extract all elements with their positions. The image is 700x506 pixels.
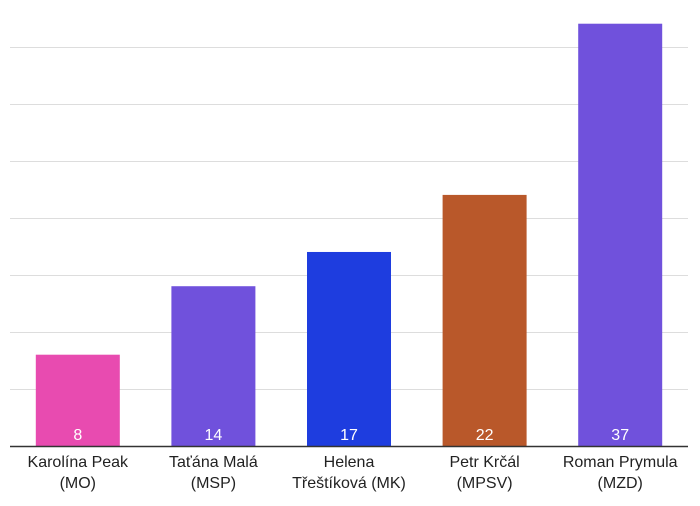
category-label-line: (MPSV) [457, 475, 513, 492]
value-labels: 8 14 17 22 37 [73, 427, 629, 444]
bar [171, 286, 256, 446]
category-label-line: Taťána Malá [169, 454, 258, 471]
category-label-line: Třeštíková (MK) [292, 475, 406, 492]
category-label-line: Karolína Peak [28, 454, 130, 471]
category-label-line: Helena [324, 454, 375, 471]
bar [442, 194, 527, 446]
category-label-line: (MZD) [598, 475, 643, 492]
category-label: Roman Prymula (MZD) [563, 454, 678, 492]
category-label: Karolína Peak (MO) [28, 454, 130, 492]
bar-value-label: 14 [205, 427, 223, 444]
bar-value-label: 22 [476, 427, 494, 444]
category-label-line: (MSP) [191, 475, 236, 492]
bars [35, 23, 663, 447]
category-label-line: (MO) [60, 475, 96, 492]
category-label: Petr Krčál (MPSV) [449, 454, 519, 492]
bar-value-label: 17 [340, 427, 358, 444]
bar [307, 251, 391, 446]
bar-value-label: 8 [73, 427, 82, 444]
category-label-line: Roman Prymula [563, 454, 678, 471]
category-label: Taťána Malá (MSP) [169, 454, 258, 492]
category-label-line: Petr Krčál [449, 454, 519, 471]
category-label: Helena Třeštíková (MK) [292, 454, 406, 492]
bar [578, 23, 663, 447]
category-labels: Karolína Peak (MO) Taťána Malá (MSP) Helena T… [28, 454, 678, 492]
bar [35, 354, 120, 446]
bar-value-label: 37 [611, 427, 629, 444]
